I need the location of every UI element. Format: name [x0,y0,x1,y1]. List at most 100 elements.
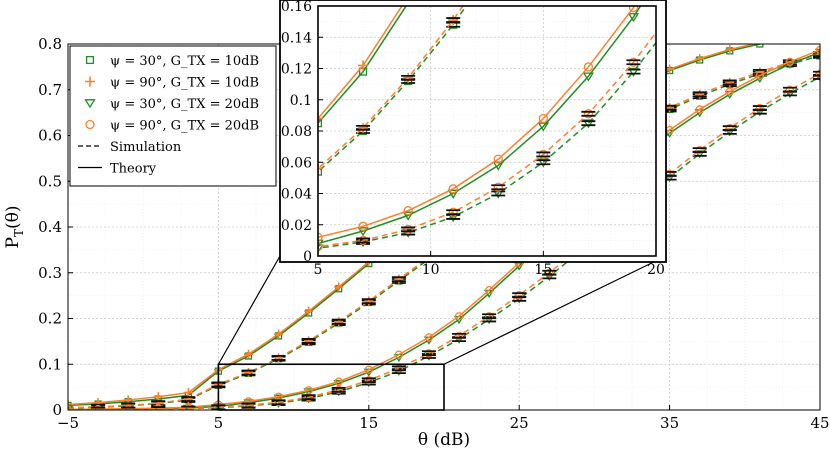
series-line-8 [318,31,656,248]
y-tick-label: 0.2 [38,310,62,328]
data-point [403,72,414,83]
series-line-5 [318,6,642,245]
error-bar [361,377,376,384]
zoom-indicator [217,255,667,411]
x-tick-label: −5 [57,414,79,432]
legend-box [69,45,277,187]
data-point [448,184,458,194]
data-point [484,312,494,321]
error-bar [722,125,737,132]
error-bar [421,353,436,359]
data-point [364,365,373,374]
inset-plot-area: 5 10 15 20 0 0.02 0.04 0.06 0.08 0.1 0.12 0.14 0.16 [279,0,667,278]
y-tick-label: 0.14 [281,30,312,46]
error-bar [301,338,316,344]
data-point [184,404,193,410]
data-point [695,89,705,99]
data-point [303,388,314,397]
data-point [627,13,640,23]
series-group [318,6,656,254]
legend-item: ψ = 30°, G_TX = 10dB [85,54,259,69]
data-point [274,329,284,339]
data-point [454,312,464,321]
data-point [424,333,434,342]
legend-marker [85,55,95,65]
data-point [304,336,314,346]
data-point [304,393,313,402]
error-bar [241,369,256,376]
y-tick-label: 0.7 [38,81,62,99]
data-point [403,224,413,235]
series-line-7 [318,41,656,249]
legend-item: ψ = 30°, G_TX = 20dB [84,97,259,112]
x-tick-label: 20 [647,262,665,278]
error-bar [813,70,820,77]
data-point [243,349,253,359]
data-point [274,353,284,363]
y-tick-label: 0.4 [38,218,62,236]
error-bar [536,151,551,158]
y-tick-label: 0.1 [38,355,62,373]
error-bar [421,350,436,357]
error-bar [301,394,316,401]
data-point [628,57,639,67]
legend-item: ψ = 90°, G_TX = 10dB [85,76,259,91]
data-point [402,211,414,221]
data-point [484,285,494,295]
error-bar [512,292,527,299]
error-bar [401,226,416,233]
y-tick-label: 0.5 [38,172,62,190]
x-tick-label: 10 [422,262,440,278]
data-point [545,268,554,277]
error-bar [581,120,596,127]
x-tick-label: 45 [810,414,829,432]
series-line-6 [318,6,636,239]
data-point [815,45,820,55]
data-point [318,244,324,254]
error-bar [626,59,641,66]
y-tick-label: 0 [52,401,62,419]
data-point [304,306,314,316]
legend-item: Simulation [78,140,182,155]
legend-marker [84,99,96,109]
x-axis-label: θ (dB) [418,430,470,450]
error-bar [391,276,406,283]
data-point [183,394,193,404]
error-bar [356,237,371,244]
error-bar [391,365,406,372]
error-bar [536,159,551,166]
error-bar [356,124,371,131]
data-point [725,44,735,54]
error-bar [271,354,286,361]
x-tick-label: 5 [314,262,323,278]
data-point [447,189,459,199]
data-point [318,113,323,124]
y-tick-label: 0.1 [290,93,312,109]
error-bar [692,91,707,98]
data-point [333,380,344,389]
legend-label: ψ = 30°, G_TX = 20dB [110,97,259,112]
error-bar [542,269,557,276]
y-tick-label: 0.02 [281,218,312,234]
data-point [403,206,413,216]
data-point [448,15,459,26]
data-point [695,145,704,155]
x-tick-label: 5 [214,414,224,432]
error-bar [241,402,256,409]
data-point [364,296,374,306]
error-bar [331,386,346,393]
data-point [582,72,595,82]
data-point [318,239,324,249]
data-point [394,274,404,284]
error-bar [121,406,136,409]
data-point [583,109,594,119]
data-point [815,69,820,78]
y-tick-label: 0.04 [281,187,312,203]
error-bar [361,298,376,305]
legend-label: Theory [110,162,157,177]
error-bar [181,405,196,410]
data-point [334,385,343,395]
data-point [334,282,344,292]
zoom-connector-right [443,255,667,365]
